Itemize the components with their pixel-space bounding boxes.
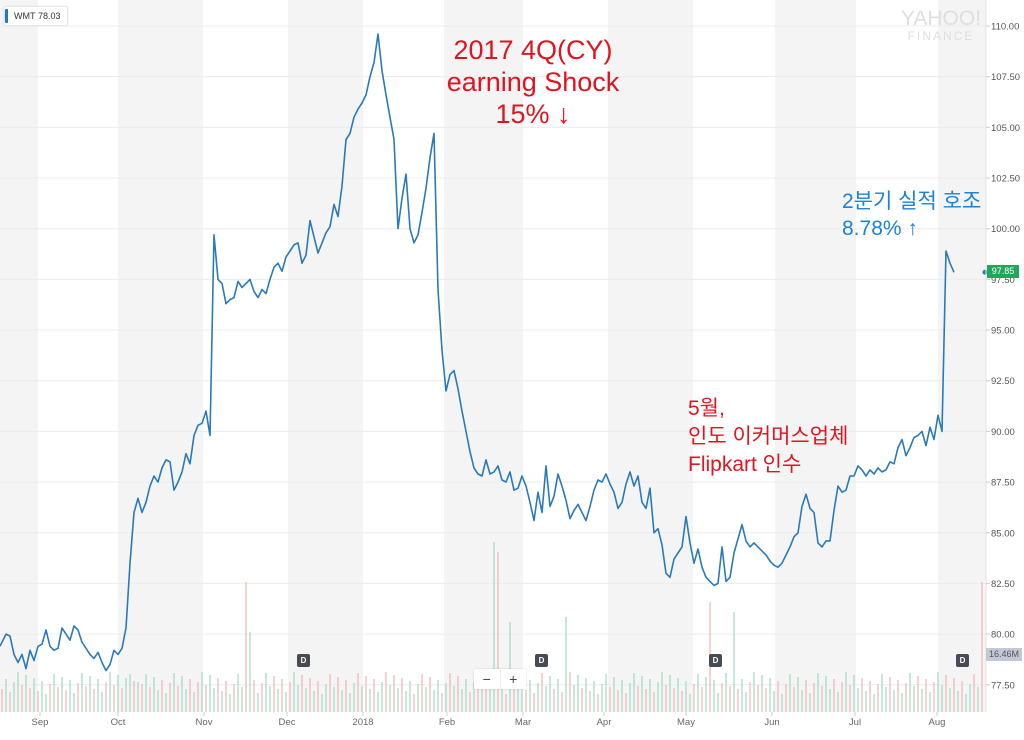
svg-text:Aug: Aug — [929, 717, 946, 728]
svg-text:90.00: 90.00 — [991, 427, 1015, 438]
svg-text:May: May — [677, 717, 695, 728]
zoom-in-button[interactable]: + — [499, 669, 527, 689]
y-axis-ticks: 110.00 107.50 105.00 102.50 100.00 97.50 95.00… — [986, 22, 1020, 691]
svg-text:Mar: Mar — [515, 717, 531, 728]
svg-text:97.50: 97.50 — [991, 275, 1015, 286]
legend-chip[interactable]: WMT 78.03 — [4, 6, 68, 26]
svg-text:Dec: Dec — [279, 717, 296, 728]
annotation-earnings-shock: 2017 4Q(CY) earning Shock 15% ↓ — [446, 35, 620, 129]
svg-text:92.50: 92.50 — [991, 376, 1015, 387]
svg-text:77.50: 77.50 — [991, 680, 1015, 691]
svg-text:110.00: 110.00 — [991, 22, 1019, 33]
watermark-line1: YAHOO! — [900, 7, 982, 30]
svg-text:Oct: Oct — [111, 717, 126, 728]
dividend-badge[interactable]: D — [297, 654, 310, 667]
svg-text:2018: 2018 — [352, 717, 373, 728]
grid-lines — [0, 25, 986, 686]
svg-text:102.50: 102.50 — [991, 174, 1020, 185]
svg-text:87.50: 87.50 — [991, 478, 1015, 489]
svg-text:107.50: 107.50 — [991, 72, 1020, 83]
legend-value: 78.03 — [38, 11, 61, 21]
svg-text:Apr: Apr — [597, 717, 612, 728]
svg-text:Nov: Nov — [196, 717, 213, 728]
zoom-out-button[interactable]: − — [482, 671, 491, 687]
svg-text:85.00: 85.00 — [991, 528, 1015, 539]
dividend-badge[interactable]: D — [709, 654, 722, 667]
svg-text:95.00: 95.00 — [991, 326, 1015, 337]
price-line — [0, 33, 955, 672]
dividend-badge[interactable]: D — [535, 654, 548, 667]
svg-text:80.00: 80.00 — [991, 630, 1015, 641]
dividend-badge[interactable]: D — [956, 654, 969, 667]
watermark-line2: FINANCE — [907, 29, 975, 43]
annotation-q2-results: 2분기 실적 호조 8.78% ↑ — [842, 190, 982, 240]
svg-text:82.50: 82.50 — [991, 579, 1015, 590]
volume-bars — [1, 542, 983, 712]
legend-symbol: WMT — [14, 11, 36, 21]
series-color-swatch — [5, 9, 8, 23]
svg-text:Feb: Feb — [439, 717, 455, 728]
month-bands — [0, 0, 986, 712]
x-axis-ticks: Sep Oct Nov Dec 2018 Feb Mar Apr May Jun Jul Aug — [32, 712, 946, 728]
svg-text:Sep: Sep — [32, 717, 49, 728]
last-price-tag: 97.85 — [987, 265, 1019, 278]
svg-text:Jun: Jun — [764, 717, 779, 728]
svg-text:105.00: 105.00 — [991, 123, 1020, 134]
volume-tag: 16.46M — [986, 648, 1022, 661]
annotation-flipkart: 5월, 인도 이커머스업체 Flipkart 인수 — [688, 397, 849, 476]
zoom-controls: − + — [474, 669, 526, 689]
svg-text:100.00: 100.00 — [991, 224, 1020, 235]
yahoo-finance-watermark: YAHOO! FINANCE — [896, 8, 986, 42]
svg-text:Jul: Jul — [849, 717, 861, 728]
